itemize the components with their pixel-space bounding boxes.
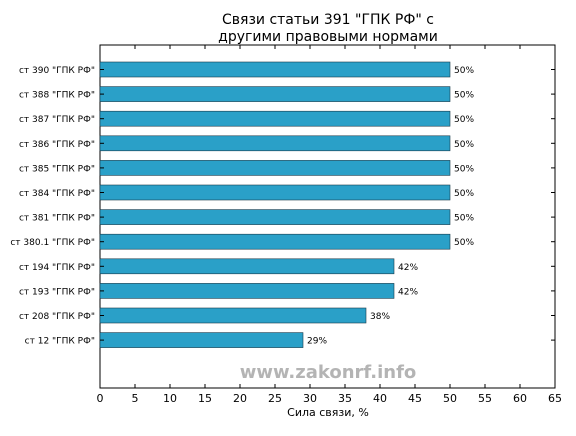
y-ticks [100,69,555,341]
x-axis-label: Сила связи, % [287,406,369,419]
bar [99,332,304,348]
bar [99,160,451,176]
bar [99,135,451,152]
value-label: 50% [454,91,474,101]
value-label: 50% [454,66,474,76]
category-label: ст 390 "ГПК РФ" [19,66,95,76]
x-tick-label: 45 [408,392,422,405]
category-label: ст 387 "ГПК РФ" [19,115,95,125]
value-label: 50% [454,140,474,150]
category-label: ст 208 "ГПК РФ" [19,312,95,322]
category-label: ст 388 "ГПК РФ" [19,91,95,101]
x-tick-label: 50 [443,392,457,405]
x-tick-label: 0 [97,392,104,405]
x-tick-label: 60 [513,392,527,405]
x-axis-ticks: 0 5 10 15 20 25 30 35 40 45 50 55 60 65 [97,45,562,405]
x-tick-label: 25 [268,392,282,405]
value-label: 50% [454,189,474,199]
chart-title: Связи статьи 391 "ГПК РФ" с другими право… [218,12,438,45]
bar [99,283,395,299]
chart-title-line: Связи статьи 391 "ГПК РФ" с [222,12,434,28]
category-label: ст 386 "ГПК РФ" [19,140,95,150]
x-tick-label: 55 [478,392,492,405]
x-tick-label: 65 [548,392,562,405]
category-label: ст 381 "ГПК РФ" [19,214,95,224]
x-tick-label: 20 [233,392,247,405]
x-tick-label: 5 [132,392,139,405]
value-labels: 50% 50% 50% 50% 50% 50% 50% 50% 42% 42% 38% 29% [307,66,474,347]
bar [99,307,367,324]
category-label: ст 380.1 "ГПК РФ" [10,238,95,248]
x-tick-label: 15 [198,392,212,405]
bar [99,258,395,275]
category-label: ст 193 "ГПК РФ" [19,287,95,297]
bar [99,110,451,127]
x-tick-label: 35 [338,392,352,405]
value-label: 50% [454,214,474,224]
x-tick-label: 30 [303,392,317,405]
category-label: ст 12 "ГПК РФ" [25,337,95,347]
bar [99,86,451,102]
value-label: 42% [398,263,418,273]
value-label: 50% [454,115,474,125]
bar [99,184,451,201]
value-label: 38% [370,312,390,322]
value-label: 50% [454,238,474,248]
x-tick-label: 40 [373,392,387,405]
category-label: ст 384 "ГПК РФ" [19,189,95,199]
bar [99,61,451,78]
x-tick-label: 10 [163,392,177,405]
category-label: ст 385 "ГПК РФ" [19,164,95,174]
chart-title-line: другими правовыми нормами [218,29,438,45]
bar [99,233,451,250]
value-label: 50% [454,164,474,174]
value-label: 42% [398,287,418,297]
bar [99,209,451,225]
bars-layer [99,61,451,348]
watermark: www.zakonrf.info [240,362,417,383]
category-label: ст 194 "ГПК РФ" [19,263,95,273]
value-label: 29% [307,337,327,347]
category-labels: ст 390 "ГПК РФ" ст 388 "ГПК РФ" ст 387 "ГП… [10,66,95,347]
